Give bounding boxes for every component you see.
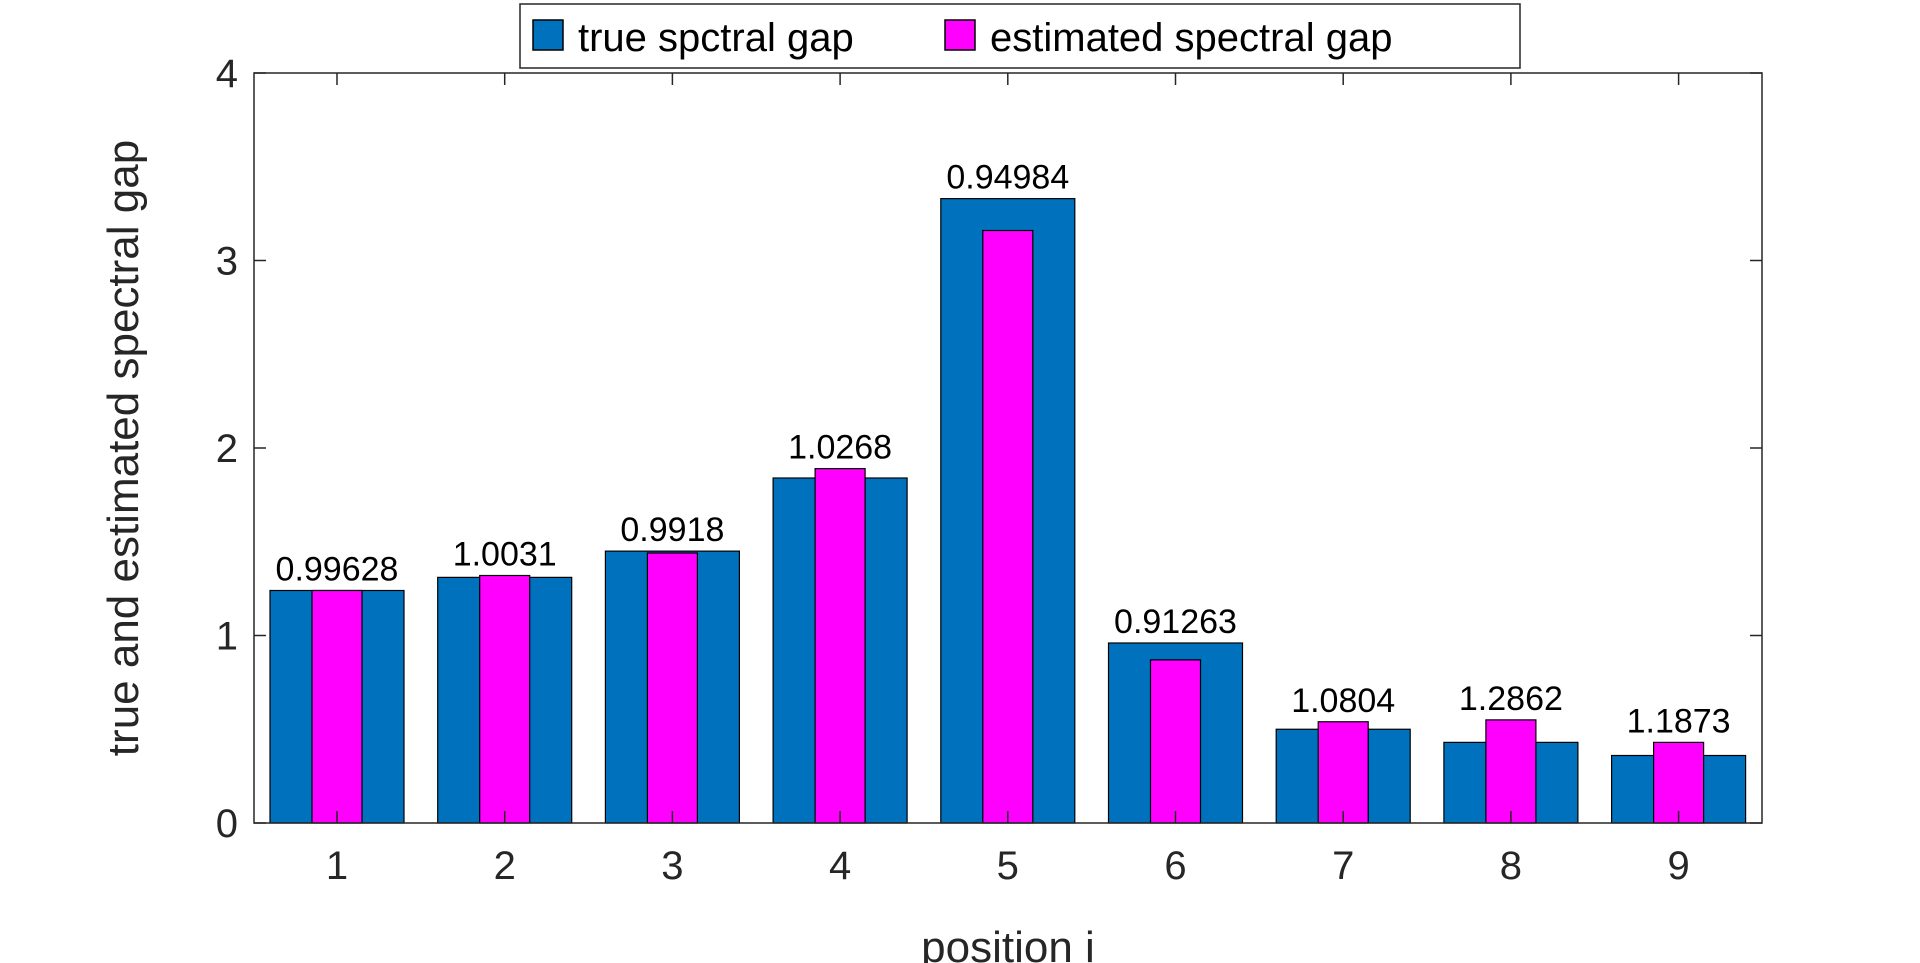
legend-label-estimated: estimated spectral gap — [990, 16, 1392, 60]
data-label-4: 1.0268 — [788, 429, 892, 467]
data-label-5: 0.94984 — [946, 159, 1069, 197]
data-label-8: 1.2862 — [1459, 680, 1563, 718]
y-tick-label-3: 3 — [216, 240, 238, 284]
legend-box — [519, 3, 1521, 69]
x-tick-label-7: 7 — [1332, 844, 1354, 888]
bar-estimated-9 — [1652, 741, 1705, 824]
legend-swatch-estimated — [944, 19, 976, 51]
x-tick-label-9: 9 — [1667, 844, 1689, 888]
x-tick-label-2: 2 — [494, 844, 516, 888]
bar-estimated-1 — [311, 589, 363, 824]
data-label-1: 0.99628 — [276, 551, 399, 589]
bars-layer — [269, 198, 1747, 824]
data-label-9: 1.1873 — [1627, 702, 1731, 740]
bar-estimated-5 — [982, 229, 1034, 824]
x-tick-label-8: 8 — [1500, 844, 1522, 888]
y-axis-title: true and estimated spectral gap — [99, 140, 148, 756]
x-tick-label-1: 1 — [326, 844, 348, 888]
data-label-6: 0.91263 — [1114, 603, 1237, 641]
labels-layer: 0.99628 1 1.0031 2 0.9918 3 1.0268 4 0.94984 5 0.9… — [216, 52, 1731, 888]
x-tick-label-3: 3 — [661, 844, 683, 888]
data-label-7: 1.0804 — [1291, 682, 1395, 720]
y-tick-label-4: 4 — [216, 52, 238, 96]
legend-label-true: true spctral gap — [578, 16, 854, 60]
y-tick-label-1: 1 — [216, 615, 238, 659]
legend-swatch-true — [532, 19, 564, 51]
ticks-layer — [254, 72, 1762, 824]
bar-estimated-8 — [1485, 719, 1537, 824]
bar-estimated-7 — [1317, 721, 1369, 824]
bar-estimated-4 — [814, 468, 866, 824]
data-label-2: 1.0031 — [453, 536, 557, 574]
bar-estimated-3 — [646, 552, 699, 824]
legend: true spctral gap estimated spectral gap — [519, 3, 1521, 69]
x-axis-title: position i — [921, 923, 1095, 963]
x-tick-label-4: 4 — [829, 844, 851, 888]
x-tick-label-5: 5 — [997, 844, 1019, 888]
x-tick-label-6: 6 — [1164, 844, 1186, 888]
y-tick-label-2: 2 — [216, 427, 238, 471]
y-tick-label-0: 0 — [216, 802, 238, 846]
bar-estimated-6 — [1149, 659, 1202, 824]
bar-estimated-2 — [479, 574, 531, 824]
data-label-3: 0.9918 — [620, 511, 724, 549]
